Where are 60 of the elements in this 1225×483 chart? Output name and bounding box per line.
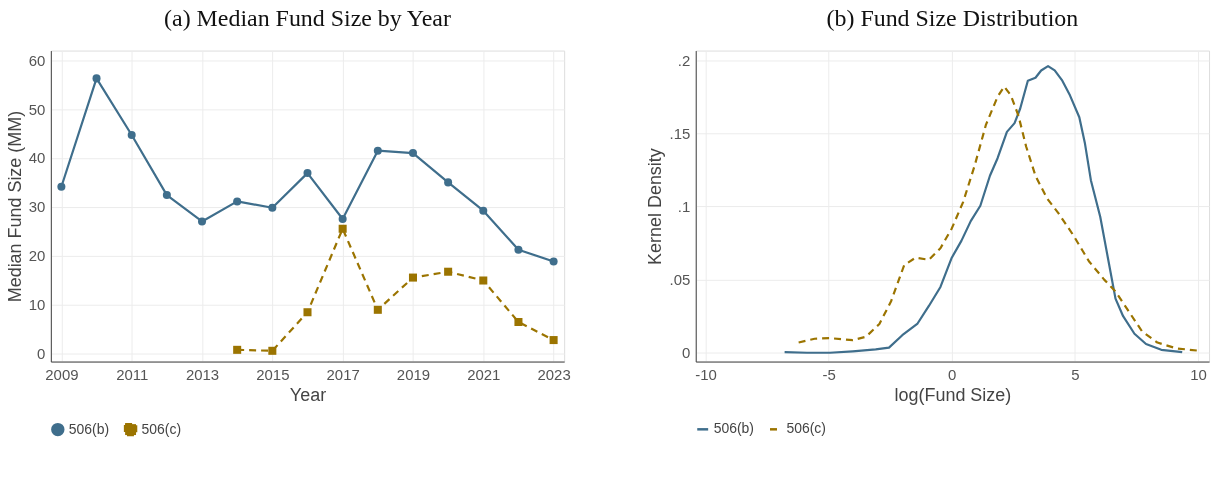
point — [57, 182, 66, 191]
y-tick-label: 50 — [28, 100, 46, 118]
legend-label: 506(c) — [786, 420, 826, 437]
y-tick-label: 30 — [28, 198, 46, 216]
x-tick-label: 2015 — [256, 365, 290, 383]
x-tick-label: -10 — [695, 365, 717, 383]
point — [338, 224, 347, 233]
point — [268, 203, 277, 212]
point — [303, 169, 312, 178]
chart-title: (a) Median Fund Size by Year — [164, 4, 451, 31]
x-tick-label: 2009 — [45, 365, 79, 383]
point — [408, 149, 417, 158]
x-axis-title: log(Fund Size) — [894, 384, 1012, 405]
point — [198, 217, 207, 226]
legend-label: 506(c) — [141, 420, 182, 437]
x-tick-label: 2011 — [116, 365, 149, 383]
point — [514, 245, 523, 254]
y-tick-label: 20 — [28, 247, 46, 265]
y-tick-label: .05 — [669, 271, 691, 289]
y-tick-label: 10 — [28, 295, 46, 313]
point — [479, 276, 488, 285]
y-tick-label: 0 — [681, 344, 691, 362]
point — [127, 131, 136, 140]
x-tick-label: 0 — [948, 365, 957, 383]
y-tick-label: .1 — [677, 197, 691, 215]
point — [268, 346, 277, 355]
x-tick-label: 2017 — [326, 365, 360, 383]
point — [408, 273, 417, 282]
x-tick-label: 5 — [1071, 365, 1080, 383]
y-tick-label: 40 — [28, 149, 46, 167]
point — [162, 191, 171, 200]
point — [303, 308, 312, 317]
x-tick-label: 2023 — [537, 365, 571, 383]
point — [233, 345, 242, 354]
x-axis-title: Year — [289, 384, 327, 405]
point — [373, 146, 382, 155]
x-tick-label: 2013 — [185, 365, 220, 383]
y-tick-label: 60 — [28, 51, 46, 69]
point — [549, 257, 558, 266]
y-axis-title: Median Fund Size (MM) — [4, 110, 25, 303]
point — [233, 197, 242, 206]
y-tick-label: .15 — [669, 124, 691, 142]
point — [479, 206, 488, 215]
point — [373, 305, 382, 314]
x-tick-label: 2021 — [467, 365, 501, 383]
legend-label: 506(b) — [713, 420, 754, 437]
legend-label: 506(b) — [68, 420, 110, 437]
x-tick-label: -5 — [822, 365, 836, 383]
chart-title: (b) Fund Size Distribution — [826, 4, 1079, 31]
x-tick-label: 10 — [1190, 365, 1207, 383]
x-tick-label: 2019 — [396, 365, 431, 383]
point — [549, 336, 558, 345]
point — [92, 74, 101, 83]
point — [514, 317, 523, 327]
point — [444, 178, 453, 187]
y-tick-label: .2 — [677, 51, 691, 69]
y-axis-title: Kernel Density — [645, 148, 666, 265]
point — [338, 214, 347, 223]
y-tick-label: 0 — [37, 344, 46, 362]
point — [444, 267, 453, 276]
